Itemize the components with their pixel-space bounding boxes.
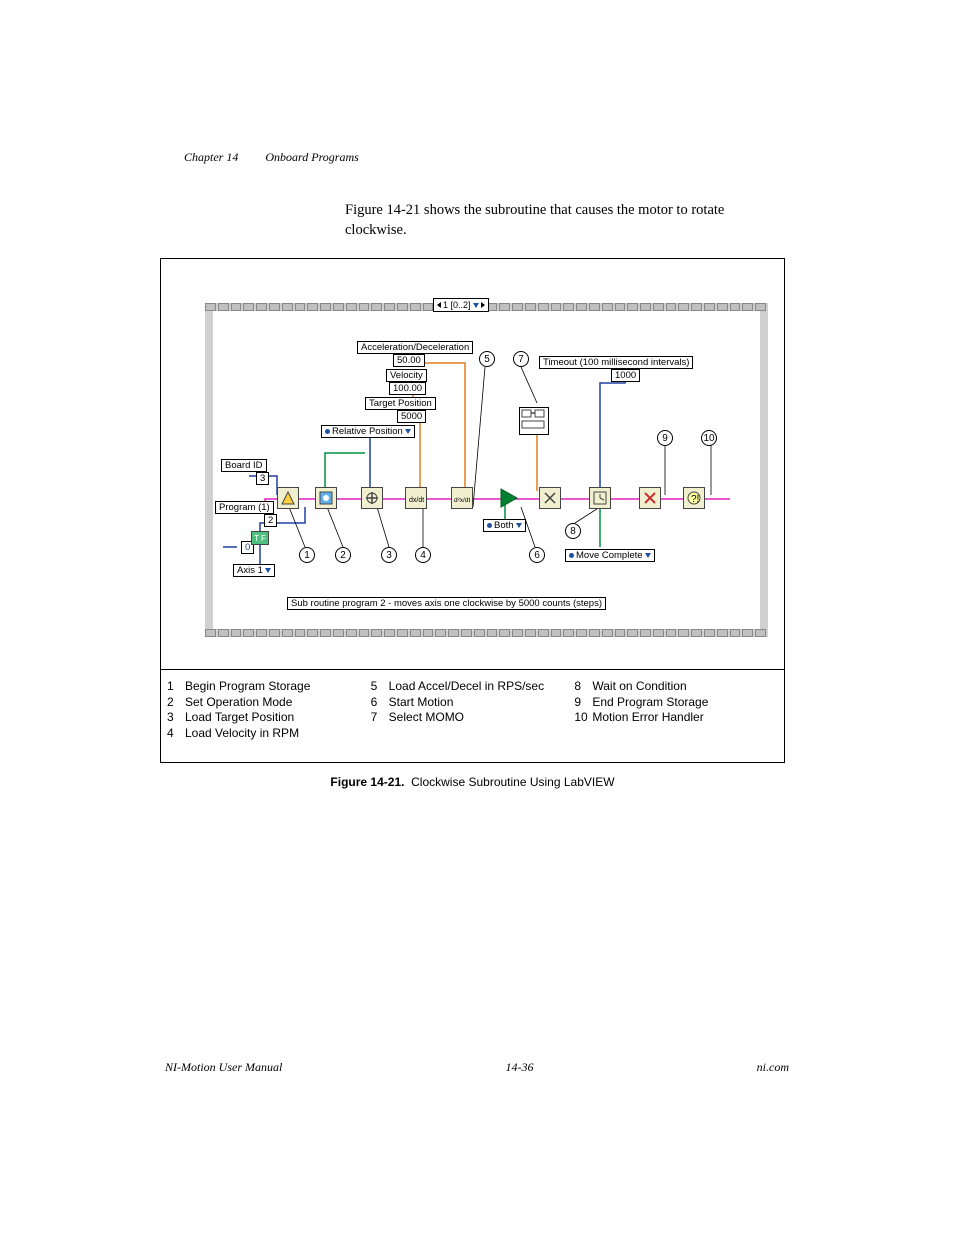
enum-dot-icon: [487, 523, 492, 528]
legend-num: 1: [167, 679, 185, 695]
figure-frame: 1 [0..2]: [160, 258, 785, 763]
case-next-icon: [481, 302, 485, 308]
legend-label: Start Motion: [389, 695, 454, 711]
legend-label: Load Velocity in RPM: [185, 726, 299, 742]
both-enum: Both: [483, 519, 526, 532]
legend-col-3: 8Wait on Condition 9End Program Storage …: [574, 679, 778, 741]
svg-text:?!: ?!: [691, 494, 699, 505]
legend-label: Load Accel/Decel in RPS/sec: [389, 679, 544, 695]
vi-set-operation-mode: [315, 487, 337, 509]
callout-2: 2: [335, 547, 351, 563]
vi-end-program-storage: [639, 487, 661, 509]
enum-dot-icon: [569, 553, 574, 558]
page-header: Chapter 14 Onboard Programs: [184, 150, 359, 165]
callout-1: 1: [299, 547, 315, 563]
program-label: Program (1): [215, 501, 274, 514]
target-pos-value: 5000: [397, 410, 426, 423]
legend-label: Wait on Condition: [592, 679, 686, 695]
footer-left: NI-Motion User Manual: [165, 1060, 282, 1075]
vi-load-velocity-rpm: dx/dt: [405, 487, 427, 509]
legend-col-2: 5Load Accel/Decel in RPS/sec 6Start Moti…: [371, 679, 575, 741]
dropdown-icon: [405, 429, 411, 434]
timeout-value: 1000: [611, 369, 640, 382]
vi-load-target-position: [361, 487, 383, 509]
figure-title: Clockwise Subroutine Using LabVIEW: [411, 775, 614, 789]
board-id-value: 3: [256, 472, 269, 485]
relative-pos-text: Relative Position: [332, 426, 403, 437]
page-footer: NI-Motion User Manual 14-36 ni.com: [165, 1060, 789, 1075]
intro-paragraph: Figure 14-21 shows the subroutine that c…: [345, 201, 774, 240]
footer-center: 14-36: [506, 1060, 534, 1075]
legend-num: 6: [371, 695, 389, 711]
velocity-value: 100.00: [389, 382, 426, 395]
labview-block-diagram: 1 [0..2]: [161, 259, 784, 669]
svg-text:dx/dt: dx/dt: [409, 497, 424, 504]
legend-divider: [161, 669, 784, 670]
vi-load-accel-decel: d²x/dt: [451, 487, 473, 509]
legend-num: 5: [371, 679, 389, 695]
vi-wait-on-condition: [589, 487, 611, 509]
vi-begin-program-storage: [277, 487, 299, 509]
legend: 1Begin Program Storage 2Set Operation Mo…: [167, 679, 778, 741]
callout-9: 9: [657, 430, 673, 446]
axis-text: Axis 1: [237, 565, 263, 576]
accel-label: Acceleration/Deceleration: [357, 341, 473, 354]
legend-label: Motion Error Handler: [592, 710, 703, 726]
figure-caption: Figure 14-21. Clockwise Subroutine Using…: [160, 775, 785, 789]
legend-label: End Program Storage: [592, 695, 708, 711]
tf-constant: T F: [251, 531, 269, 545]
legend-num: 2: [167, 695, 185, 711]
dropdown-icon: [265, 568, 271, 573]
legend-label: Begin Program Storage: [185, 679, 310, 695]
figure-number: Figure 14-21.: [330, 775, 404, 789]
dropdown-icon: [645, 553, 651, 558]
velocity-label: Velocity: [386, 369, 427, 382]
accel-value: 50.00: [393, 354, 425, 367]
legend-col-1: 1Begin Program Storage 2Set Operation Mo…: [167, 679, 371, 741]
legend-num: 10: [574, 710, 592, 726]
case-label: 1 [0..2]: [443, 300, 471, 310]
vi-select-momo: [539, 487, 561, 509]
legend-num: 7: [371, 710, 389, 726]
callout-3: 3: [381, 547, 397, 563]
chapter-number: Chapter 14: [184, 150, 238, 165]
callout-7: 7: [513, 351, 529, 367]
move-complete-enum: Move Complete: [565, 549, 655, 562]
cluster-icon: [519, 407, 549, 435]
dropdown-icon: [516, 523, 522, 528]
vi-motion-error-handler: ?!: [683, 487, 705, 509]
both-text: Both: [494, 520, 514, 531]
legend-num: 9: [574, 695, 592, 711]
case-menu-icon: [473, 303, 479, 308]
relative-pos-enum: Relative Position: [321, 425, 415, 438]
callout-5: 5: [479, 351, 495, 367]
chapter-title: Onboard Programs: [265, 150, 358, 164]
program-value: 2: [264, 514, 277, 527]
legend-label: Load Target Position: [185, 710, 294, 726]
callout-4: 4: [415, 547, 431, 563]
legend-label: Select MOMO: [389, 710, 464, 726]
legend-columns: 1Begin Program Storage 2Set Operation Mo…: [167, 679, 778, 741]
axis-enum: Axis 1: [233, 564, 275, 577]
callout-6: 6: [529, 547, 545, 563]
vi-start-motion: [497, 487, 519, 509]
legend-label: Set Operation Mode: [185, 695, 292, 711]
target-pos-label: Target Position: [365, 397, 436, 410]
svg-text:d²x/dt: d²x/dt: [454, 497, 470, 504]
callout-8: 8: [565, 523, 581, 539]
page: Chapter 14 Onboard Programs Figure 14-21…: [0, 0, 954, 1235]
subroutine-note: Sub routine program 2 - moves axis one c…: [287, 597, 606, 610]
callout-10: 10: [701, 430, 717, 446]
footer-right: ni.com: [757, 1060, 789, 1075]
timeout-label: Timeout (100 millisecond intervals): [539, 356, 693, 369]
case-selector: 1 [0..2]: [433, 298, 489, 312]
legend-num: 4: [167, 726, 185, 742]
move-complete-text: Move Complete: [576, 550, 643, 561]
legend-num: 3: [167, 710, 185, 726]
case-prev-icon: [437, 302, 441, 308]
board-id-label: Board ID: [221, 459, 267, 472]
enum-dot-icon: [325, 429, 330, 434]
legend-num: 8: [574, 679, 592, 695]
